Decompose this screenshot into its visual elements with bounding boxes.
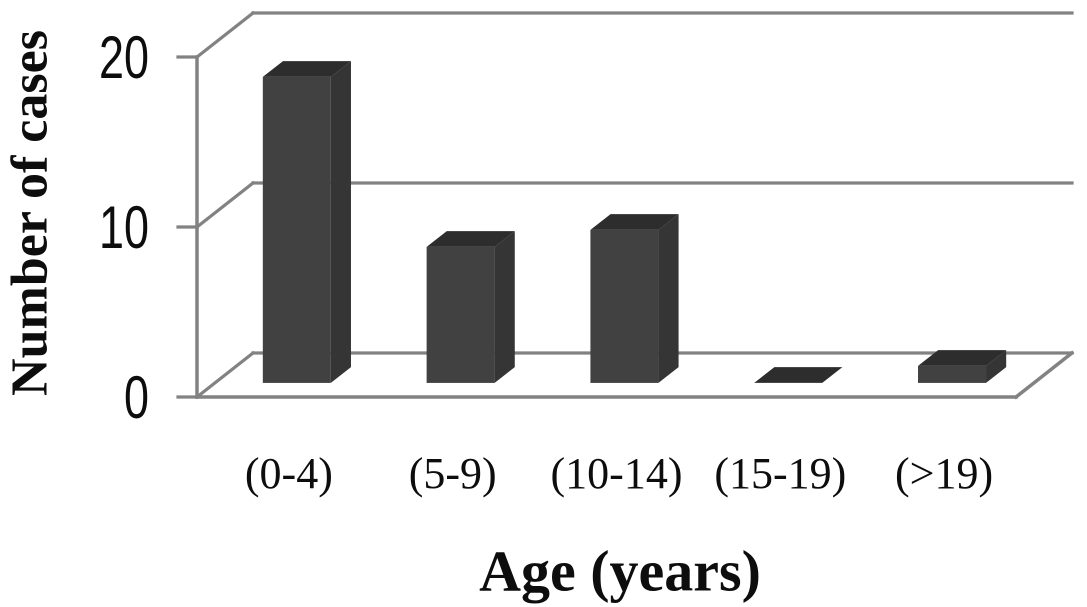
bar-front-face [262, 76, 331, 383]
x-axis-title: Age (years) [479, 538, 761, 604]
x-category-label-(0-4): (0-4) [245, 449, 333, 498]
floor-right-edge [1013, 350, 1075, 400]
bar-column-(15-19) [754, 367, 843, 383]
y-tick-label-10: 10 [99, 194, 149, 261]
bar-side-face [494, 231, 515, 383]
bar-front-face [918, 365, 987, 383]
bar-top-face [262, 61, 351, 77]
bar-front-face [426, 246, 495, 383]
bar-column-(5-9) [426, 231, 515, 383]
depth-connector-y-10 [194, 180, 256, 230]
bar-top-face [754, 367, 843, 383]
bar-side-face [658, 214, 679, 383]
y-tick-label-20: 20 [99, 24, 149, 91]
x-category-label-(5-9): (5-9) [409, 449, 497, 498]
bar-column-(10-14) [590, 214, 679, 383]
bar-top-face [590, 214, 679, 230]
bar-side-face [330, 61, 351, 383]
bar-front-face [590, 229, 659, 383]
bar-column-(0-4) [262, 61, 351, 383]
bar-top-face [426, 231, 515, 247]
x-category-label-(15-19): (15-19) [714, 449, 846, 498]
bar-top-face [918, 350, 1007, 366]
depth-connector-y-0 [194, 350, 256, 400]
bar-column-(>19) [918, 350, 1007, 383]
y-tick-label-0: 0 [124, 364, 149, 431]
y-axis-title: Number of cases [1, 30, 59, 396]
depth-connector-y-20 [194, 10, 256, 60]
bar-side-face [986, 350, 1007, 383]
x-category-label-(10-14): (10-14) [551, 449, 683, 498]
x-category-label-(>19): (>19) [895, 449, 993, 498]
